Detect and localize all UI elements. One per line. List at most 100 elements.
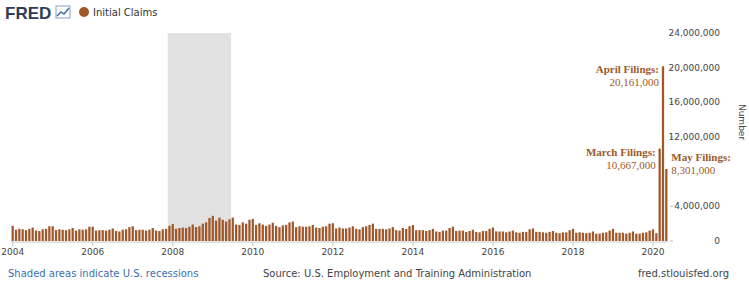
bar: [198, 226, 200, 241]
note: Shaded areas indicate U.S. recessions: [8, 268, 198, 279]
bar: [125, 229, 127, 241]
x-tick: [252, 242, 253, 246]
bar: [75, 231, 77, 241]
bar: [362, 227, 364, 241]
bar: [268, 225, 270, 241]
bar: [482, 231, 484, 241]
bar: [92, 227, 94, 241]
bar: [498, 231, 500, 241]
bar: [345, 228, 347, 241]
bar: [472, 230, 474, 241]
bar: [205, 222, 207, 241]
bar: [15, 230, 17, 241]
y-tick-label: 16,000,000: [668, 97, 720, 107]
bar: [282, 225, 284, 241]
y-tick-label: 24,000,000: [668, 28, 720, 38]
bar: [182, 228, 184, 241]
bar: [148, 230, 150, 241]
bar: [152, 228, 154, 241]
bar: [518, 233, 520, 241]
bar: [635, 234, 637, 241]
bar: [368, 225, 370, 241]
bar: [262, 225, 264, 241]
bar: [145, 231, 147, 241]
bar: [295, 227, 297, 241]
bar: [265, 226, 267, 241]
bar: [565, 232, 567, 241]
value-label: 8,301,000: [671, 164, 716, 176]
bar: [195, 227, 197, 241]
y-tick-label: 20,000,000: [668, 63, 720, 73]
chart: FREDInitial Claims04,000,00012,000,00016…: [0, 0, 749, 289]
bar: [242, 222, 244, 241]
logo-icon-line: [57, 8, 69, 16]
bar: [575, 233, 577, 241]
bar: [645, 232, 647, 241]
x-tick-label: 2012: [321, 247, 344, 257]
bar: [215, 221, 217, 241]
bar: [108, 230, 110, 241]
bar: [625, 234, 627, 241]
x-tick: [652, 242, 653, 246]
url: fred.stlouisfed.org: [638, 268, 729, 279]
bar: [402, 228, 404, 241]
bar: [392, 227, 394, 241]
bar: [275, 226, 277, 241]
annotation: April Filings:: [596, 63, 659, 75]
bar: [562, 232, 564, 241]
x-tick: [92, 242, 93, 246]
x-tick: [412, 242, 413, 246]
bar: [132, 226, 134, 241]
bar: [48, 226, 50, 241]
bar: [405, 229, 407, 241]
bar: [452, 227, 454, 241]
logo: FRED: [5, 4, 51, 23]
bar: [88, 227, 90, 241]
legend-label: Initial Claims: [93, 7, 157, 18]
bar: [288, 222, 290, 241]
bar: [248, 220, 250, 241]
bar: [665, 169, 667, 241]
bar: [398, 231, 400, 241]
bar: [122, 230, 124, 241]
bar: [592, 231, 594, 241]
bar: [652, 229, 654, 241]
bar: [619, 233, 621, 241]
bar: [202, 224, 204, 241]
y-tick: [670, 241, 673, 242]
bar: [445, 231, 447, 241]
x-axis-line: [11, 242, 668, 243]
bar: [639, 234, 641, 241]
bar: [278, 227, 280, 241]
bar: [629, 233, 631, 241]
bar: [615, 233, 617, 241]
bar: [418, 230, 420, 241]
bar: [232, 218, 234, 241]
bar: [28, 229, 30, 241]
x-tick-label: 2016: [481, 247, 504, 257]
x-tick-label: 2010: [241, 247, 264, 257]
bar: [162, 229, 164, 241]
bar: [572, 229, 574, 241]
bar: [348, 228, 350, 241]
bar: [468, 231, 470, 241]
bar: [95, 231, 97, 241]
bar: [548, 232, 550, 241]
bar: [655, 233, 657, 241]
bar: [475, 232, 477, 241]
bar: [582, 233, 584, 241]
bar: [318, 228, 320, 241]
bar: [52, 226, 54, 241]
bar: [138, 230, 140, 241]
bar: [428, 230, 430, 241]
y-tick-label: 4,000,000: [674, 201, 720, 211]
bar: [292, 222, 294, 242]
bar: [175, 229, 177, 241]
bar: [252, 219, 254, 241]
bar: [308, 226, 310, 241]
bar: [72, 228, 74, 241]
bar: [378, 229, 380, 241]
bar: [32, 228, 34, 241]
bar: [135, 230, 137, 241]
bar: [412, 225, 414, 241]
